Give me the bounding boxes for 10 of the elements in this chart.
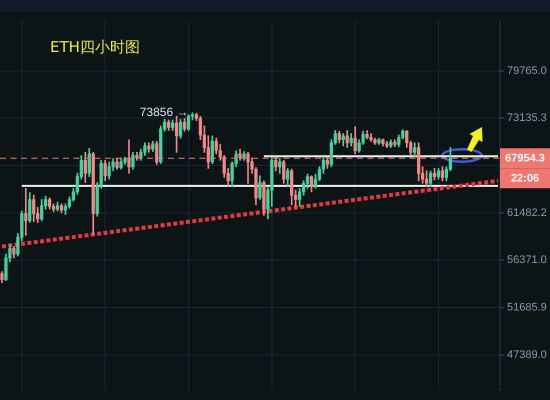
text: ETH四小时图 [50,38,140,56]
y-tick-label: 61482.2 [507,206,547,219]
text: 22:06 [510,172,540,184]
y-tick-label: 56371.0 [507,254,547,266]
y-tick-label: 73135.3 [507,112,547,124]
y-tick-label: 47389.0 [507,348,547,361]
annotation: 73856 → [140,105,188,120]
y-tick-label: 79765.0 [507,64,547,77]
y-tick-label: 51685.9 [507,302,547,314]
ref-line-label: 67954.3 [505,152,545,164]
